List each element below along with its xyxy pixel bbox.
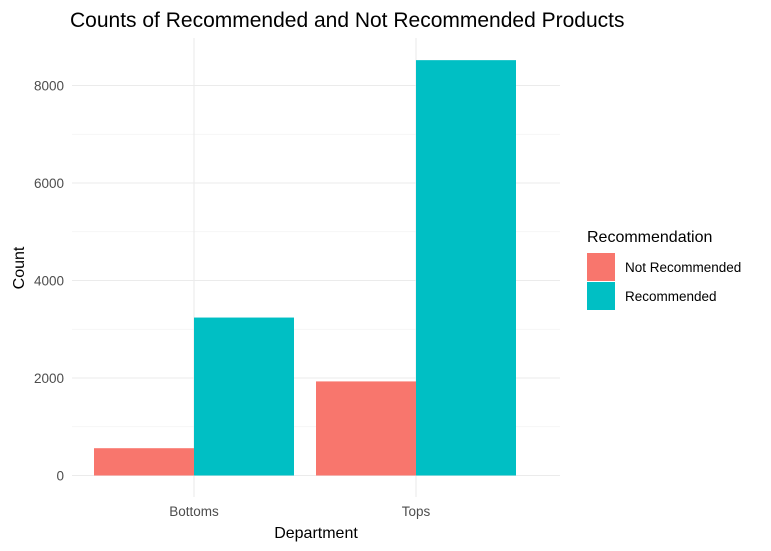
- legend-title: Recommendation: [587, 229, 712, 246]
- y-tick-label: 6000: [34, 176, 64, 191]
- chart-title: Counts of Recommended and Not Recommende…: [70, 9, 624, 32]
- y-tick-label: 0: [56, 469, 64, 484]
- x-tick-label: Tops: [402, 504, 431, 519]
- x-axis-title: Department: [274, 525, 358, 542]
- legend-label: Not Recommended: [625, 260, 741, 275]
- bar-recommended-bottoms: [194, 317, 294, 476]
- y-axis-title: Count: [11, 246, 28, 289]
- bar-recommended-tops: [416, 60, 516, 476]
- x-axis-ticks: Bottoms Tops: [169, 504, 430, 519]
- legend: Recommendation Not Recommended Recommende…: [587, 229, 741, 310]
- y-tick-label: 4000: [34, 274, 64, 289]
- legend-swatch-recommended: [587, 282, 615, 310]
- y-tick-label: 2000: [34, 371, 64, 386]
- bar-not-recommended-tops: [316, 381, 416, 476]
- x-tick-label: Bottoms: [169, 504, 219, 519]
- y-tick-label: 8000: [34, 79, 64, 94]
- bar-not-recommended-bottoms: [94, 448, 194, 476]
- legend-label: Recommended: [625, 289, 717, 304]
- y-axis-ticks: 0 2000 4000 6000 8000: [34, 79, 64, 484]
- bars: [94, 60, 516, 476]
- legend-swatch-not-recommended: [587, 253, 615, 281]
